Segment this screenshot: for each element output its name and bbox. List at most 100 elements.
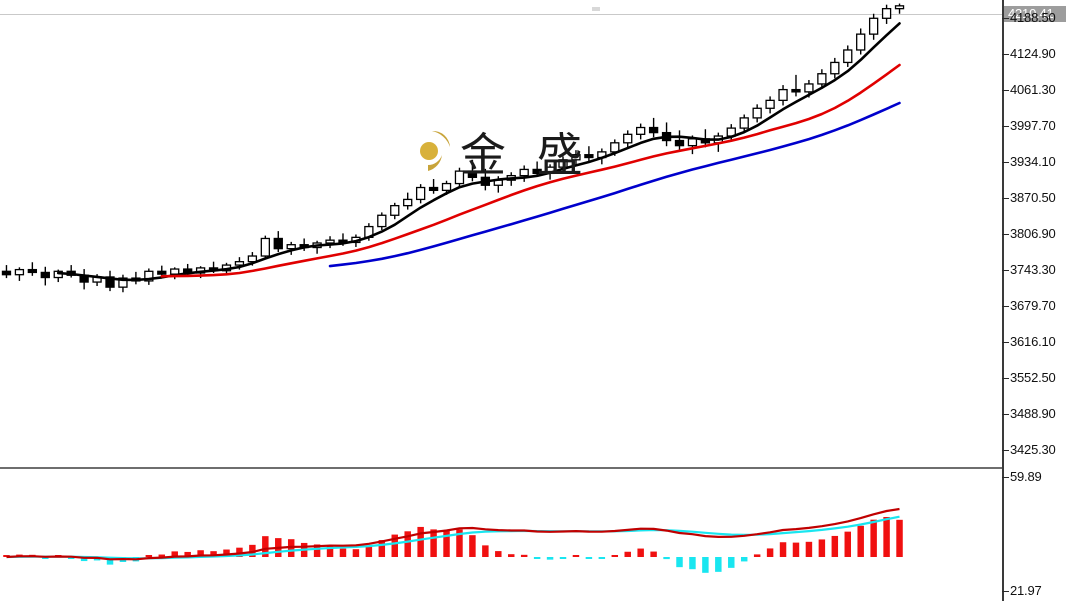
candlestick	[428, 186, 439, 192]
macd-histogram-bar	[508, 554, 515, 557]
candlestick	[403, 198, 413, 207]
macd-histogram-bar	[520, 554, 528, 557]
macd-histogram-bar	[210, 551, 217, 557]
candlestick	[157, 270, 167, 275]
macd-histogram-bar	[262, 536, 269, 557]
candlestick	[868, 17, 879, 35]
ma-fast-line	[56, 22, 901, 282]
axis-tick-label: 4061.30	[1010, 82, 1056, 97]
macd-histogram-bar	[391, 534, 398, 557]
macd-histogram-bar	[42, 557, 49, 559]
price-chart-panel[interactable]: 金 盛	[0, 0, 1002, 468]
axis-line	[1002, 0, 1004, 601]
macd-histogram-bar	[844, 531, 851, 557]
axis-tick	[1002, 18, 1009, 19]
macd-dif-line	[6, 507, 900, 561]
macd-histogram-bar	[378, 540, 386, 557]
candlestick	[325, 239, 335, 244]
axis-tick	[1002, 270, 1009, 271]
axis-tick-label: 3616.10	[1010, 334, 1056, 349]
candlestick	[247, 255, 258, 263]
candlestick	[27, 268, 38, 274]
macd-histogram-bar	[456, 529, 463, 557]
axis-tick-label: 3425.30	[1010, 442, 1056, 457]
macd-histogram-bar	[831, 535, 839, 557]
axis-tick-label: 3806.90	[1010, 226, 1056, 241]
axis-tick-label: 3934.10	[1010, 154, 1056, 169]
macd-histogram-bar	[624, 551, 631, 557]
candlestick	[1, 270, 12, 276]
axis-tick-label: 3488.90	[1010, 406, 1056, 421]
macd-histogram-bar	[67, 557, 75, 559]
macd-histogram-bar	[792, 542, 800, 557]
macd-histogram-bar	[223, 549, 230, 557]
candlestick	[584, 154, 594, 159]
macd-series	[3, 507, 903, 573]
candlestick	[623, 133, 633, 144]
macd-histogram-bar	[559, 557, 567, 559]
macd-histogram-bar	[365, 545, 373, 557]
candlestick	[144, 270, 154, 282]
macd-histogram-bar	[650, 551, 657, 557]
macd-histogram-bar	[896, 519, 903, 557]
candlestick	[636, 126, 646, 135]
axis-tick-label: 4124.90	[1010, 46, 1056, 61]
candlestick	[674, 139, 685, 147]
axis-tick	[1002, 198, 1009, 199]
candlestick	[441, 182, 452, 192]
macd-histogram-bar	[870, 519, 877, 557]
candlestick	[881, 8, 892, 19]
macd-histogram-bar	[779, 542, 787, 557]
candlestick	[752, 107, 762, 119]
candlestick	[377, 214, 387, 228]
axis-tick	[1002, 450, 1009, 451]
candlestick	[804, 83, 814, 93]
macd-histogram-bar	[326, 545, 334, 557]
macd-histogram-bar	[805, 541, 813, 557]
axis-tick-label: 3743.30	[1010, 262, 1056, 277]
last-price-badge: 4210.41	[1004, 6, 1066, 22]
macd-indicator-panel[interactable]	[0, 472, 1002, 601]
macd-histogram-bar	[417, 526, 424, 557]
axis-tick-label: 3870.50	[1010, 190, 1056, 205]
macd-histogram-bar	[352, 549, 360, 557]
macd-histogram-bar	[740, 557, 748, 562]
price-axis[interactable]: 4210.41 4188.50 4124.90 4061.30 3997.70 3934…	[1002, 0, 1066, 601]
macd-histogram-bar	[715, 557, 722, 572]
candlestick	[14, 268, 25, 276]
macd-histogram-bar	[676, 557, 683, 568]
macd-histogram-bar	[883, 517, 890, 557]
axis-tick	[1002, 378, 1009, 379]
macd-histogram-bar	[689, 557, 696, 570]
axis-tick-label: 3997.70	[1010, 118, 1056, 133]
macd-histogram-bar	[728, 557, 735, 568]
candlestick	[571, 154, 581, 161]
axis-tick	[1002, 90, 1009, 91]
axis-tick	[1002, 54, 1009, 55]
candlestick	[532, 168, 542, 175]
macd-histogram-bar	[818, 539, 826, 557]
macd-histogram-bar	[585, 557, 593, 559]
candlestick	[830, 61, 840, 75]
candlestick	[390, 204, 400, 216]
macd-histogram-bar	[339, 548, 347, 557]
macd-histogram-bar	[184, 551, 191, 557]
macd-histogram-bar	[106, 557, 114, 565]
macd-histogram-bar	[158, 554, 166, 557]
candlestick	[234, 261, 245, 266]
candlestick	[791, 88, 801, 93]
axis-tick-label: 4188.50	[1010, 10, 1056, 25]
axis-tick-label: 59.89	[1010, 469, 1042, 484]
macd-histogram-bar	[753, 554, 761, 557]
candlestick	[894, 5, 905, 10]
candlestick	[739, 117, 749, 129]
last-price-line	[0, 14, 1002, 15]
macd-histogram-bar	[533, 557, 541, 559]
ma-mid-line	[160, 63, 901, 278]
axis-tick	[1002, 414, 1009, 415]
candlestick	[260, 237, 270, 257]
axis-tick	[1002, 342, 1009, 343]
axis-tick	[1002, 306, 1009, 307]
macd-histogram-bar	[171, 551, 178, 557]
